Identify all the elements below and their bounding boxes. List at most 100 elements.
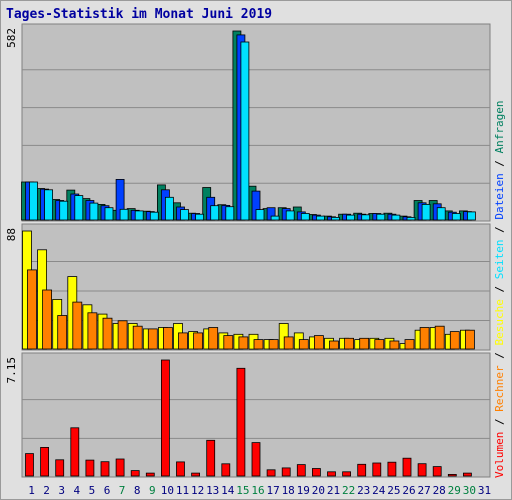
x-tick-label-4: 4	[73, 484, 80, 497]
bar-volumen-day-17	[266, 469, 276, 477]
bar-rechner-day-23	[359, 337, 370, 350]
bar-volumen-day-14	[221, 463, 231, 477]
bar-volumen-day-8	[130, 470, 140, 477]
bar-volumen-day-20	[311, 468, 321, 477]
bar-rechner-day-17	[268, 339, 279, 350]
bar-volumen-day-1	[25, 453, 34, 477]
bar-seiten-day-20	[315, 215, 325, 221]
bar-volumen-day-26	[402, 457, 412, 477]
bar-rechner-day-7	[117, 320, 128, 350]
bar-seiten-day-18	[285, 210, 295, 221]
bar-seiten-day-26	[406, 216, 416, 221]
bar-seiten-day-1	[29, 181, 38, 221]
bar-volumen-day-7	[115, 458, 125, 477]
bar-besuche-day-18	[278, 323, 289, 350]
x-tick-label-28: 28	[433, 484, 446, 497]
bar-rechner-day-15	[238, 336, 249, 350]
bar-seiten-day-9	[149, 211, 159, 221]
bar-seiten-day-28	[436, 207, 446, 221]
bar-seiten-day-14	[225, 206, 235, 221]
bar-volumen-day-15	[236, 367, 246, 477]
legend-separator: /	[493, 279, 506, 299]
bar-rechner-day-19	[298, 339, 309, 350]
legend-separator: /	[493, 346, 506, 366]
x-tick-label-9: 9	[149, 484, 156, 497]
bar-seiten-day-17	[270, 215, 280, 221]
bar-seiten-day-12	[195, 213, 205, 221]
bar-seiten-day-7	[119, 208, 129, 221]
bar-volumen-day-3	[55, 459, 65, 477]
bar-volumen-day-28	[432, 466, 442, 477]
bar-seiten-day-10	[164, 196, 174, 221]
bar-volumen-day-5	[85, 459, 95, 477]
x-tick-label-12: 12	[191, 484, 204, 497]
bar-volumen-day-22	[342, 471, 352, 477]
x-tick-label-20: 20	[312, 484, 325, 497]
bar-volumen-day-6	[100, 461, 110, 477]
bar-rechner-day-5	[87, 312, 98, 350]
bar-seiten-day-27	[421, 203, 431, 221]
bar-volumen-day-23	[357, 463, 367, 477]
legend-separator: /	[493, 220, 506, 240]
bar-rechner-day-16	[253, 339, 264, 350]
x-tick-label-30: 30	[463, 484, 476, 497]
x-tick-label-6: 6	[104, 484, 111, 497]
bar-rechner-day-3	[57, 315, 68, 350]
x-tick-label-27: 27	[417, 484, 430, 497]
bar-seiten-day-24	[376, 213, 386, 221]
bar-seiten-day-2	[44, 189, 53, 221]
bar-rechner-day-1	[27, 269, 37, 350]
bar-rechner-day-28	[434, 325, 445, 350]
bar-volumen-day-18	[281, 467, 291, 477]
bar-seiten-day-19	[300, 213, 310, 221]
x-tick-label-29: 29	[448, 484, 461, 497]
bar-volumen-day-12	[191, 472, 201, 477]
bar-volumen-day-9	[145, 472, 155, 477]
bar-volumen-day-24	[372, 462, 382, 477]
bar-volumen-day-11	[176, 461, 185, 477]
x-tick-label-10: 10	[161, 484, 174, 497]
x-tick-label-26: 26	[402, 484, 415, 497]
bar-volumen-day-30	[462, 472, 472, 477]
bar-rechner-day-24	[374, 339, 385, 350]
bar-seiten-day-4	[74, 195, 84, 221]
bar-rechner-day-13	[208, 327, 219, 350]
bar-rechner-day-14	[223, 335, 234, 350]
x-tick-label-21: 21	[327, 484, 340, 497]
bar-rechner-day-2	[42, 289, 52, 350]
bar-seiten-day-22	[346, 214, 356, 221]
x-tick-label-5: 5	[89, 484, 96, 497]
bar-seiten-day-13	[210, 205, 220, 221]
x-tick-label-18: 18	[282, 484, 295, 497]
bar-volumen-day-21	[327, 471, 336, 477]
bar-rechner-day-8	[132, 325, 143, 350]
bar-volumen-day-10	[160, 359, 170, 477]
bar-rechner-day-20	[313, 335, 324, 350]
legend-anfragen: Anfragen	[493, 100, 506, 153]
bar-rechner-day-25	[389, 340, 400, 350]
bar-rechner-day-27	[419, 327, 430, 350]
panel-top: 582	[5, 23, 491, 222]
legend-separator: /	[493, 153, 506, 173]
x-tick-label-14: 14	[221, 484, 235, 497]
legend-seiten: Seiten	[493, 240, 506, 280]
x-tick-label-19: 19	[297, 484, 310, 497]
legend-rechner: Rechner	[493, 365, 506, 412]
bar-seiten-day-21	[331, 216, 340, 221]
bar-rechner-day-9	[147, 328, 158, 350]
y-axis-max-bottom: 7.15	[5, 357, 18, 384]
chart-title: Tages-Statistik im Monat Juni 2019	[6, 7, 273, 22]
bar-seiten-day-29	[451, 213, 461, 221]
bar-rechner-day-30	[464, 329, 475, 350]
bar-volumen-day-16	[251, 442, 261, 477]
x-tick-label-8: 8	[134, 484, 141, 497]
x-tick-label-3: 3	[58, 484, 65, 497]
x-tick-label-13: 13	[206, 484, 219, 497]
legend-volumen: Volumen	[493, 432, 506, 478]
bar-volumen-day-13	[206, 439, 216, 477]
bar-volumen-day-25	[387, 461, 397, 477]
x-tick-label-31: 31	[478, 484, 491, 497]
x-tick-label-24: 24	[372, 484, 386, 497]
bar-seiten-day-11	[180, 209, 189, 221]
